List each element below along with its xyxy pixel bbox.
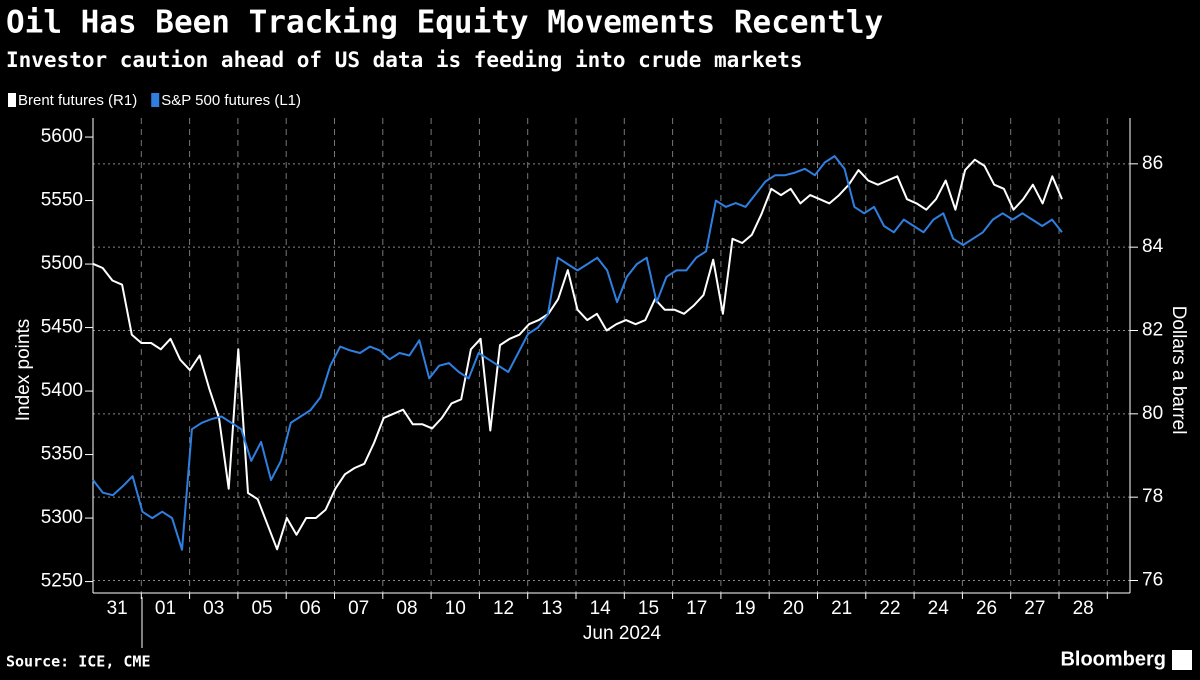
y-tick-label: 5250 <box>41 571 83 592</box>
legend-swatch <box>151 93 160 107</box>
x-tick-label: 06 <box>300 598 321 619</box>
x-tick-label: 07 <box>348 598 369 619</box>
period-label: Jun 2024 <box>583 623 662 644</box>
x-tick-label: 12 <box>493 598 514 619</box>
y-axis-title: Index points <box>13 319 34 421</box>
x-tick-label: 22 <box>879 598 900 619</box>
legend-label: S&P 500 futures (L1) <box>161 92 301 109</box>
x-tick-label: 10 <box>445 598 466 619</box>
y-tick-label: 5350 <box>41 444 83 465</box>
y-tick-label: 5450 <box>41 317 83 338</box>
series-line <box>92 158 1063 551</box>
y2-tick-label: 80 <box>1142 403 1163 424</box>
legend-swatch <box>8 93 16 107</box>
chart-title: Oil Has Been Tracking Equity Movements R… <box>6 5 883 41</box>
y-tick-label: 5600 <box>41 126 83 147</box>
source: Source: ICE, CME <box>6 653 151 671</box>
y2-axis-title: Dollars a barrel <box>1168 306 1189 435</box>
y2-tick-label: 84 <box>1142 236 1164 257</box>
chart-subtitle: Investor caution ahead of US data is fee… <box>6 48 803 72</box>
x-tick-label: 17 <box>686 598 707 619</box>
y-tick-label: 5550 <box>41 190 83 211</box>
x-tick-label: 15 <box>638 598 659 619</box>
x-tick-label: 28 <box>1073 598 1094 619</box>
x-tick-label: 14 <box>590 598 612 619</box>
x-tick-label: 21 <box>831 598 852 619</box>
x-tick-label: 08 <box>396 598 417 619</box>
y-tick-label: 5400 <box>41 380 83 401</box>
x-tick-label: 03 <box>203 598 224 619</box>
y2-tick-label: 82 <box>1142 320 1163 341</box>
y-tick-label: 5300 <box>41 507 83 528</box>
legend-label: Brent futures (R1) <box>18 92 137 109</box>
x-tick-label: 26 <box>976 598 997 619</box>
y2-tick-label: 78 <box>1142 486 1163 507</box>
x-tick-label: 31 <box>107 598 128 619</box>
brand-icon <box>1172 650 1192 670</box>
x-tick-label: 05 <box>251 598 272 619</box>
series-line <box>92 155 1063 551</box>
brand: Bloomberg <box>1060 648 1166 670</box>
x-tick-label: 19 <box>734 598 755 619</box>
y2-tick-label: 76 <box>1142 570 1163 591</box>
x-tick-label: 13 <box>541 598 562 619</box>
y-tick-label: 5500 <box>41 253 83 274</box>
x-tick-label: 20 <box>783 598 804 619</box>
x-tick-label: 01 <box>155 598 176 619</box>
x-tick-label: 24 <box>928 598 950 619</box>
x-tick-label: 27 <box>1024 598 1045 619</box>
y2-tick-label: 86 <box>1142 153 1163 174</box>
